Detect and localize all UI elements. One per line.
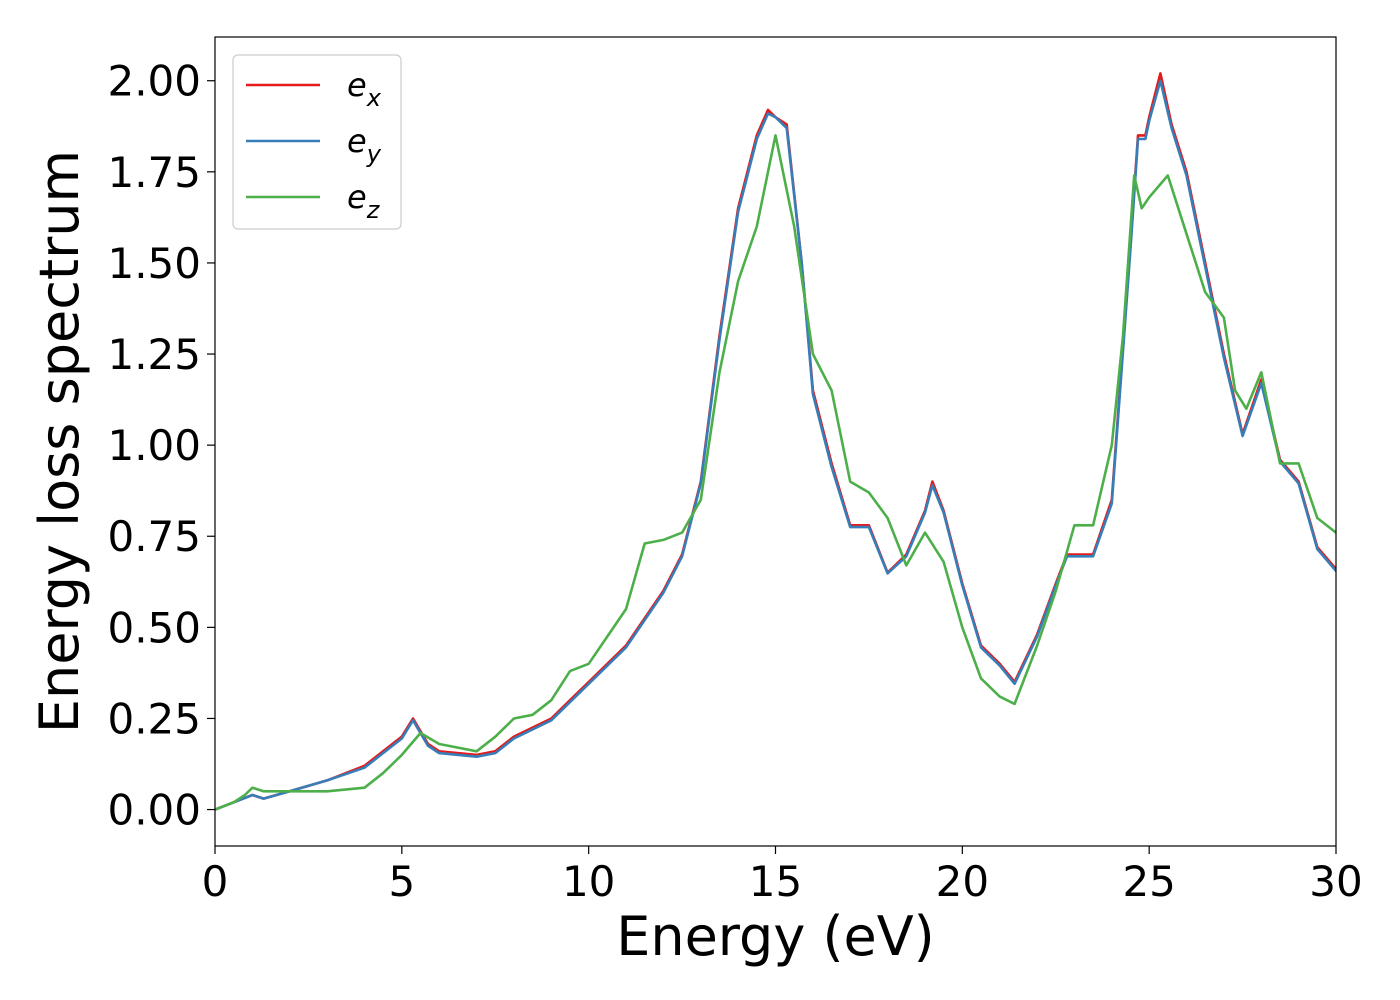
y-tick-label: 1.25 — [107, 330, 201, 379]
tick-layer: 0 5 10 15 20 25 30 0.00 0.25 0.50 0.75 1.00 1.25 1.50… — [107, 57, 1362, 906]
legend-label-ex: ex — [347, 66, 382, 112]
x-tick-label: 30 — [1309, 857, 1362, 906]
series-line-ez — [215, 134, 1336, 811]
y-tick-label: 1.50 — [107, 239, 201, 288]
x-tick-label: 25 — [1122, 857, 1175, 906]
x-tick-label: 5 — [388, 857, 415, 906]
y-axis-title: Energy loss spectrum — [28, 150, 91, 733]
y-tick-label: 1.00 — [107, 421, 201, 470]
series-layer — [215, 72, 1336, 811]
x-tick-label: 20 — [936, 857, 989, 906]
y-tick-label: 0.00 — [107, 786, 201, 835]
y-tick-label: 0.25 — [107, 694, 201, 743]
legend-label-ey: ey — [347, 122, 382, 168]
y-tick-label: 2.00 — [107, 57, 201, 106]
y-tick-label: 0.50 — [107, 603, 201, 652]
legend-label-ez: ez — [347, 178, 381, 224]
y-tick-label: 1.75 — [107, 148, 201, 197]
legend: ex ey ez — [232, 54, 402, 230]
x-axis-title: Energy (eV) — [616, 905, 935, 968]
x-tick-label: 0 — [202, 857, 229, 906]
x-tick-label: 15 — [749, 857, 802, 906]
series-line-ey — [215, 79, 1336, 811]
x-tick-label: 10 — [562, 857, 615, 906]
y-tick-label: 0.75 — [107, 512, 201, 561]
